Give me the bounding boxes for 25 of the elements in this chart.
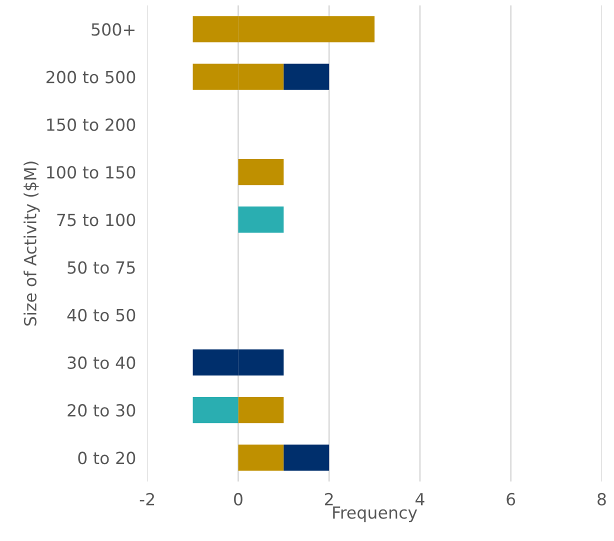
y-tick-label: 40 to 50: [67, 308, 136, 322]
x-axis-title: Frequency: [333, 506, 418, 522]
x-tick-label: 8: [598, 492, 606, 506]
y-axis-title: Size of Activity ($M): [24, 162, 40, 326]
y-tick-label: 200 to 500: [46, 70, 136, 84]
y-tick-label: 50 to 75: [68, 261, 135, 274]
y-tick-label: 150 to 200: [47, 118, 136, 131]
x-tick-label: 0: [234, 492, 242, 506]
y-tick-label: 30 to 40: [68, 356, 136, 370]
y-tick-label: 75 to 100: [57, 214, 136, 226]
bar: [238, 444, 284, 471]
y-tick-label: 500+: [92, 23, 134, 36]
bar: [284, 444, 330, 471]
x-tick-label: 2: [325, 492, 333, 506]
x-tick-label: 4: [415, 493, 424, 506]
bar: [192, 396, 238, 424]
bar: [284, 64, 330, 90]
y-tick-label: 0 to 20: [78, 452, 136, 464]
bar: [238, 396, 284, 424]
bar: [238, 206, 284, 233]
y-tick-label: 20 to 30: [68, 404, 136, 417]
y-tick-label: 100 to 150: [47, 166, 136, 179]
bar: [238, 158, 284, 186]
x-tick-label: -2: [140, 492, 154, 506]
x-tick-label: 6: [506, 492, 516, 506]
